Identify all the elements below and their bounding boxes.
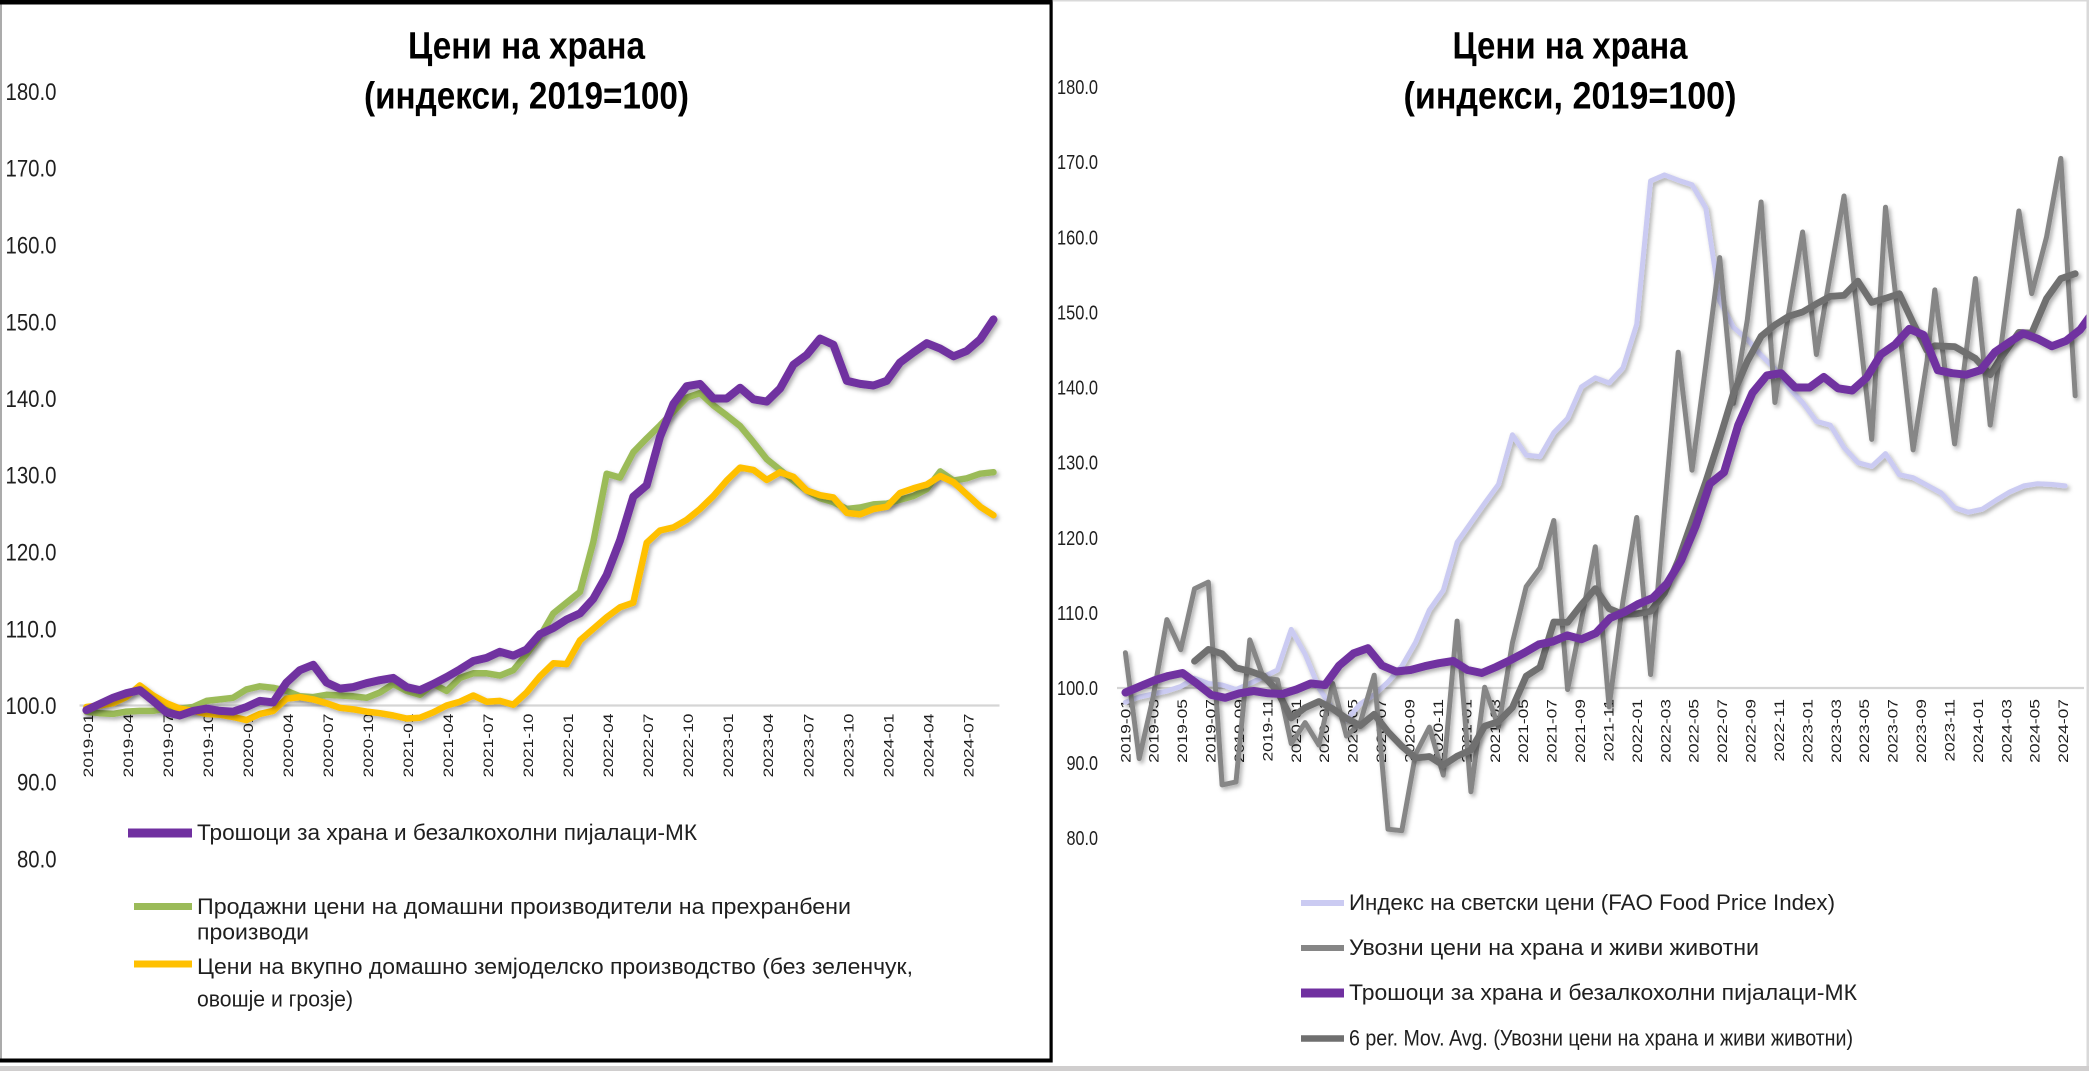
svg-text:2019-05: 2019-05 (1176, 699, 1191, 763)
svg-text:производи: производи (197, 920, 309, 945)
svg-text:2022-01: 2022-01 (1630, 699, 1645, 763)
svg-text:140.0: 140.0 (6, 386, 57, 413)
svg-text:2019-07: 2019-07 (161, 714, 176, 778)
svg-text:180.0: 180.0 (1057, 77, 1098, 99)
svg-text:2022-10: 2022-10 (682, 713, 697, 777)
svg-text:2021-09: 2021-09 (1574, 699, 1589, 763)
svg-text:2019-04: 2019-04 (121, 713, 136, 777)
svg-text:2022-01: 2022-01 (562, 714, 577, 778)
svg-text:2024-07: 2024-07 (962, 713, 977, 777)
svg-text:90.0: 90.0 (1067, 753, 1099, 775)
svg-text:2021-05: 2021-05 (1517, 699, 1532, 763)
svg-text:80.0: 80.0 (1067, 828, 1099, 850)
svg-text:2022-07: 2022-07 (642, 714, 657, 778)
svg-text:160.0: 160.0 (1057, 227, 1098, 249)
svg-text:2023-01: 2023-01 (722, 714, 737, 778)
svg-text:2019-01: 2019-01 (81, 714, 96, 778)
svg-text:160.0: 160.0 (6, 233, 57, 260)
svg-text:Трошоци за храна и безалкохолн: Трошоци за храна и безалкохолни пијалаци… (1349, 980, 1857, 1005)
svg-text:2022-07: 2022-07 (1716, 699, 1731, 763)
svg-text:2023-07: 2023-07 (1886, 699, 1901, 763)
svg-text:(индекси, 2019=100): (индекси, 2019=100) (1404, 76, 1737, 118)
svg-text:100.0: 100.0 (1057, 678, 1098, 700)
svg-text:2022-04: 2022-04 (602, 713, 617, 777)
svg-text:130.0: 130.0 (6, 463, 57, 490)
svg-text:2024-07: 2024-07 (2057, 699, 2072, 763)
svg-text:130.0: 130.0 (1057, 453, 1098, 475)
svg-text:150.0: 150.0 (6, 309, 57, 336)
svg-text:Цени на вкупно домашно земјоде: Цени на вкупно домашно земјоделско произ… (197, 954, 913, 979)
svg-text:2020-01: 2020-01 (242, 714, 257, 778)
svg-text:2024-01: 2024-01 (1971, 699, 1986, 763)
svg-text:Индекс на светски цени (FAO Fo: Индекс на светски цени (FAO Food Price I… (1349, 890, 1835, 915)
svg-text:2019-10: 2019-10 (202, 713, 217, 777)
svg-text:110.0: 110.0 (6, 616, 57, 643)
svg-text:Цени на храна: Цени на храна (1453, 26, 1689, 68)
svg-text:90.0: 90.0 (17, 770, 57, 797)
svg-text:2022-11: 2022-11 (1773, 699, 1788, 762)
svg-text:2021-07: 2021-07 (1545, 699, 1560, 763)
svg-text:2021-01: 2021-01 (402, 714, 417, 778)
svg-text:2020-10: 2020-10 (362, 713, 377, 777)
svg-text:2024-04: 2024-04 (922, 713, 937, 777)
svg-text:6 per. Mov. Avg. (Увозни цени: 6 per. Mov. Avg. (Увозни цени на храна и… (1349, 1026, 1853, 1051)
svg-text:100.0: 100.0 (6, 693, 57, 720)
svg-text:2020-03: 2020-03 (1318, 699, 1333, 763)
svg-text:2020-04: 2020-04 (282, 713, 297, 777)
svg-text:Трошоци за храна и безалкохолн: Трошоци за храна и безалкохолни пијалаци… (197, 820, 697, 845)
svg-text:2023-05: 2023-05 (1858, 699, 1873, 763)
svg-text:110.0: 110.0 (1057, 603, 1098, 625)
svg-text:2023-01: 2023-01 (1801, 699, 1816, 763)
svg-text:120.0: 120.0 (1057, 528, 1098, 550)
svg-text:2024-01: 2024-01 (882, 713, 897, 777)
svg-text:170.0: 170.0 (1057, 152, 1098, 174)
svg-text:Продажни цени на домашни произ: Продажни цени на домашни производители н… (197, 894, 851, 919)
svg-text:2019-11: 2019-11 (1261, 699, 1276, 762)
svg-text:2019-01: 2019-01 (1119, 699, 1134, 763)
svg-text:(индекси, 2019=100): (индекси, 2019=100) (364, 76, 689, 118)
svg-text:2023-03: 2023-03 (1829, 699, 1844, 763)
svg-text:2022-05: 2022-05 (1687, 699, 1702, 763)
svg-text:150.0: 150.0 (1057, 302, 1098, 324)
svg-text:2021-04: 2021-04 (442, 713, 457, 777)
svg-text:2021-07: 2021-07 (482, 714, 497, 778)
svg-text:2022-03: 2022-03 (1659, 699, 1674, 763)
svg-text:Увозни цени на храна и живи жи: Увозни цени на храна и живи животни (1349, 935, 1759, 960)
svg-text:80.0: 80.0 (17, 847, 57, 874)
svg-text:2024-05: 2024-05 (2028, 699, 2043, 763)
svg-text:2023-11: 2023-11 (1943, 699, 1958, 762)
svg-text:2023-09: 2023-09 (1915, 699, 1930, 763)
svg-text:140.0: 140.0 (1057, 378, 1098, 400)
svg-text:2023-07: 2023-07 (802, 714, 817, 778)
svg-text:2022-09: 2022-09 (1744, 699, 1759, 763)
svg-text:2024-03: 2024-03 (2000, 699, 2015, 763)
svg-text:2023-04: 2023-04 (762, 713, 777, 777)
svg-text:2020-07: 2020-07 (322, 714, 337, 778)
svg-text:120.0: 120.0 (6, 540, 57, 567)
svg-text:Цени на храна: Цени на храна (408, 26, 646, 68)
svg-text:2021-10: 2021-10 (522, 713, 537, 777)
svg-text:170.0: 170.0 (6, 156, 57, 183)
svg-text:2021-11: 2021-11 (1602, 699, 1617, 762)
svg-text:180.0: 180.0 (6, 79, 57, 106)
svg-text:2023-10: 2023-10 (842, 713, 857, 777)
svg-text:овошје и грозје): овошје и грозје) (197, 987, 353, 1012)
